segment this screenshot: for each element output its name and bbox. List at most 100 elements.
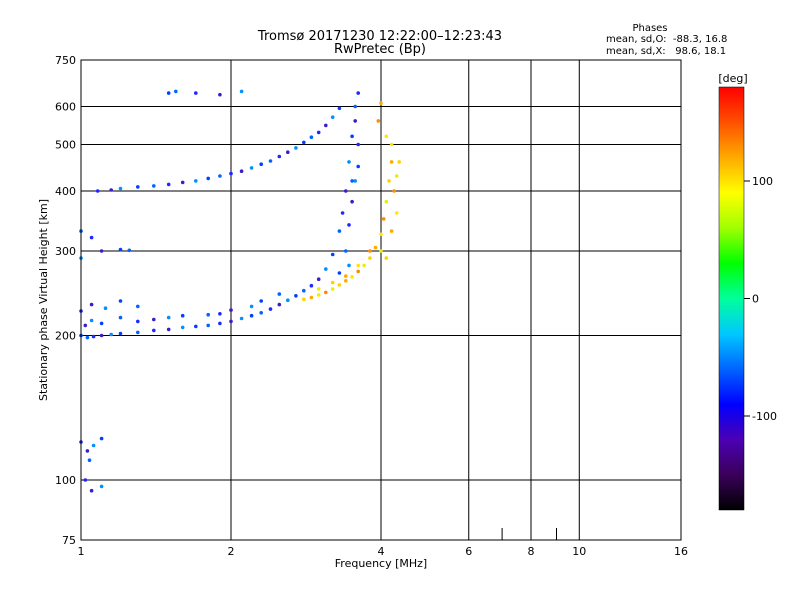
data-point — [277, 292, 282, 296]
data-point — [218, 312, 222, 316]
data-point — [350, 179, 354, 183]
data-point — [394, 211, 399, 215]
colorbar-ticks: 100 0 -100 — [744, 175, 777, 423]
data-point — [309, 295, 314, 300]
data-point — [194, 324, 198, 329]
data-point — [350, 199, 354, 204]
data-point — [397, 160, 402, 164]
data-point — [99, 436, 104, 441]
data-point — [376, 119, 381, 123]
data-point — [85, 335, 90, 340]
y-tick-label: 400 — [55, 185, 76, 198]
plot-frame — [80, 59, 682, 541]
data-point — [259, 299, 264, 303]
y-tick-label: 500 — [55, 139, 76, 152]
data-point — [152, 184, 156, 188]
data-point — [136, 185, 140, 189]
colorbar-tick-label: 100 — [752, 175, 773, 188]
data-point — [152, 317, 156, 322]
data-point — [239, 316, 244, 321]
data-point — [87, 458, 92, 463]
data-point — [249, 313, 254, 318]
data-point — [353, 104, 358, 109]
x-tick-label: 6 — [465, 545, 472, 558]
data-point — [218, 321, 222, 326]
data-point — [316, 277, 321, 282]
y-tick-label: 200 — [55, 330, 76, 343]
data-point — [344, 279, 348, 283]
data-point — [302, 288, 306, 293]
data-point — [294, 294, 298, 298]
data-point — [91, 334, 96, 339]
data-point — [389, 160, 394, 164]
data-point — [83, 478, 88, 482]
data-point — [286, 150, 290, 154]
data-point — [302, 297, 306, 302]
data-point — [95, 189, 100, 193]
data-point — [330, 252, 335, 257]
colorbar-label: [deg] — [718, 72, 747, 85]
data-point — [136, 319, 140, 324]
x-tick-label: 16 — [674, 545, 688, 558]
data-point — [394, 174, 399, 178]
data-point — [368, 249, 372, 253]
legend-o-stats: mean, sd,O: -88.3, 16.8 — [606, 34, 727, 45]
data-points — [79, 89, 402, 493]
data-point — [337, 229, 342, 233]
y-axis-ticks: 75 100 200 300 400 500 600 750 — [55, 54, 76, 547]
data-point — [356, 91, 361, 95]
data-point — [259, 162, 264, 166]
data-point — [239, 169, 244, 173]
y-tick-label: 300 — [55, 245, 76, 258]
grid-lines — [80, 59, 682, 541]
data-point — [103, 306, 108, 311]
data-point — [347, 263, 351, 268]
data-point — [99, 249, 104, 253]
y-tick-label: 100 — [55, 474, 76, 487]
data-point — [91, 443, 96, 448]
data-point — [136, 330, 140, 335]
x-tick-label: 8 — [528, 545, 535, 558]
data-point — [109, 188, 113, 192]
data-point — [268, 159, 273, 163]
data-point — [344, 189, 348, 193]
data-point — [353, 179, 358, 183]
data-point — [344, 249, 348, 253]
data-point — [180, 313, 185, 318]
data-point — [302, 140, 306, 145]
data-point — [392, 189, 396, 193]
data-point — [89, 318, 94, 323]
data-point — [356, 142, 361, 147]
data-point — [356, 263, 361, 268]
x-tick-label: 1 — [78, 545, 85, 558]
data-point — [194, 179, 198, 183]
y-tick-label: 600 — [55, 101, 76, 114]
x-axis-label: Frequency [MHz] — [335, 557, 427, 570]
data-point — [340, 211, 345, 215]
data-point — [379, 232, 383, 237]
data-point — [309, 135, 314, 139]
colorbar-tick-label: -100 — [752, 410, 777, 423]
data-point — [389, 142, 394, 147]
y-tick-label: 75 — [62, 534, 76, 547]
data-point — [268, 307, 273, 311]
colorbar — [718, 86, 745, 511]
data-point — [239, 89, 244, 94]
data-point — [379, 101, 383, 105]
data-point — [194, 91, 198, 95]
data-point — [118, 247, 123, 252]
data-point — [85, 449, 90, 453]
data-point — [309, 283, 314, 288]
data-point — [330, 115, 335, 119]
data-point — [89, 488, 94, 493]
data-point — [166, 182, 171, 187]
data-point — [99, 321, 104, 326]
data-point — [389, 229, 394, 233]
data-point — [89, 302, 94, 307]
data-point — [166, 315, 171, 320]
data-point — [316, 287, 321, 291]
data-point — [249, 166, 254, 170]
data-point — [350, 275, 354, 279]
data-point — [294, 146, 298, 150]
data-point — [324, 267, 328, 271]
